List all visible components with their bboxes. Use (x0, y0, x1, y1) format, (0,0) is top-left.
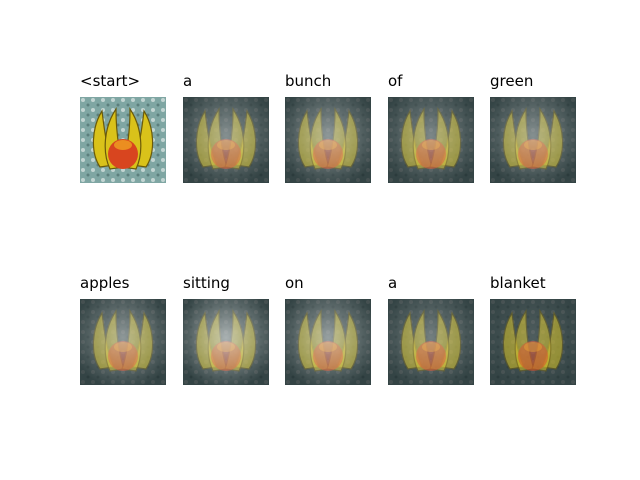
caption-word: blanket (490, 274, 546, 292)
caption-word: apples (80, 274, 130, 292)
caption-word: <start> (80, 72, 141, 90)
attention-map-image (388, 299, 474, 385)
caption-word: on (285, 274, 304, 292)
caption-word: bunch (285, 72, 332, 90)
original-image (80, 97, 166, 183)
attention-map-image (183, 97, 269, 183)
attention-map-image (183, 299, 269, 385)
caption-word: green (490, 72, 534, 90)
attention-map-image (285, 97, 371, 183)
attention-map-image (80, 299, 166, 385)
attention-map-image (490, 97, 576, 183)
caption-word: a (183, 72, 193, 90)
attention-map-image (388, 97, 474, 183)
caption-word: sitting (183, 274, 230, 292)
attention-map-image (490, 299, 576, 385)
caption-word: a (388, 274, 398, 292)
caption-word: of (388, 72, 403, 90)
attention-map-image (285, 299, 371, 385)
